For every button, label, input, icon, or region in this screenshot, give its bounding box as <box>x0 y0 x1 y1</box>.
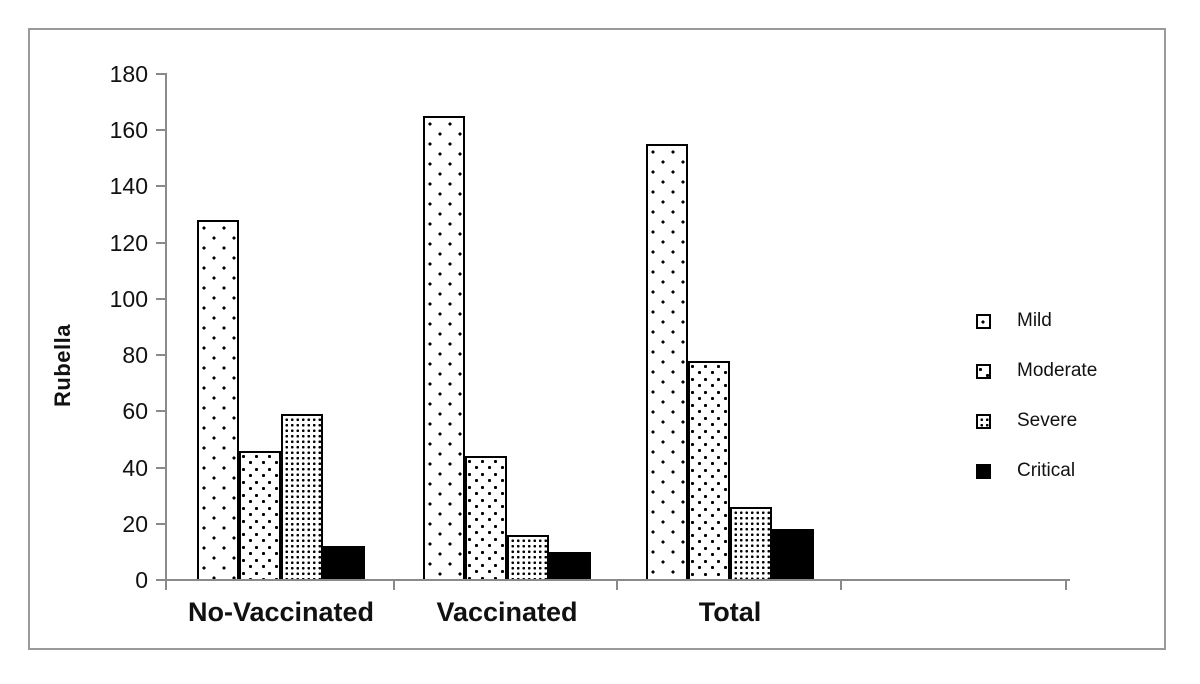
y-axis-tick <box>156 467 165 469</box>
bar-vaccinated-mild <box>423 116 465 580</box>
bar-total-moderate <box>688 361 730 580</box>
legend-label: Severe <box>1017 410 1078 431</box>
legend-item-critical: Critical <box>976 460 1076 481</box>
y-axis-line <box>165 73 167 581</box>
legend-label: Mild <box>1017 310 1052 331</box>
bar-total-mild <box>646 144 688 580</box>
category-label: Total <box>698 597 762 627</box>
y-axis-tick <box>156 410 165 412</box>
y-tick-label: 0 <box>135 567 148 593</box>
y-tick-label: 140 <box>109 173 148 199</box>
y-axis-tick <box>156 298 165 300</box>
legend-swatch-moderate <box>976 363 991 379</box>
y-tick-label: 20 <box>122 511 148 537</box>
bar-vaccinated-severe <box>507 535 549 580</box>
y-axis-tick <box>156 185 165 187</box>
legend-label: Critical <box>1017 460 1076 481</box>
legend-item-moderate: Moderate <box>976 360 1098 381</box>
y-axis-tick <box>156 129 165 131</box>
y-tick-label: 120 <box>109 230 148 256</box>
bar-no-vaccinated-critical <box>323 546 365 580</box>
y-tick-label: 40 <box>122 455 148 481</box>
y-tick-label: 60 <box>122 398 148 424</box>
y-tick-label: 160 <box>109 117 148 143</box>
y-axis-title: Rubella <box>50 324 75 408</box>
x-axis-tick <box>840 581 842 590</box>
y-axis-tick <box>156 73 165 75</box>
bar-no-vaccinated-severe <box>281 414 323 580</box>
y-axis-tick <box>156 579 165 581</box>
x-axis-tick <box>165 581 167 590</box>
bar-vaccinated-critical <box>549 552 591 580</box>
y-tick-label: 100 <box>109 286 148 312</box>
x-axis-tick <box>1065 581 1067 590</box>
bar-total-severe <box>730 507 772 580</box>
x-axis-line <box>165 579 1070 581</box>
bar-no-vaccinated-moderate <box>239 451 281 580</box>
y-axis-tick <box>156 242 165 244</box>
legend-item-mild: Mild <box>976 310 1052 331</box>
y-axis-tick <box>156 523 165 525</box>
y-tick-label: 180 <box>109 61 148 87</box>
category-label: No-Vaccinated <box>187 597 375 627</box>
bar-total-critical <box>772 529 814 580</box>
x-axis-tick <box>616 581 618 590</box>
category-label: Vaccinated <box>436 597 578 627</box>
bar-vaccinated-moderate <box>465 456 507 580</box>
legend-item-severe: Severe <box>976 410 1078 431</box>
bar-no-vaccinated-mild <box>197 220 239 580</box>
y-tick-label: 80 <box>122 342 148 368</box>
x-axis-tick <box>393 581 395 590</box>
legend-label: Moderate <box>1017 360 1098 381</box>
legend-swatch-mild <box>976 313 991 329</box>
legend-swatch-severe <box>976 413 991 429</box>
legend-swatch-critical <box>976 463 991 479</box>
y-axis-tick <box>156 354 165 356</box>
